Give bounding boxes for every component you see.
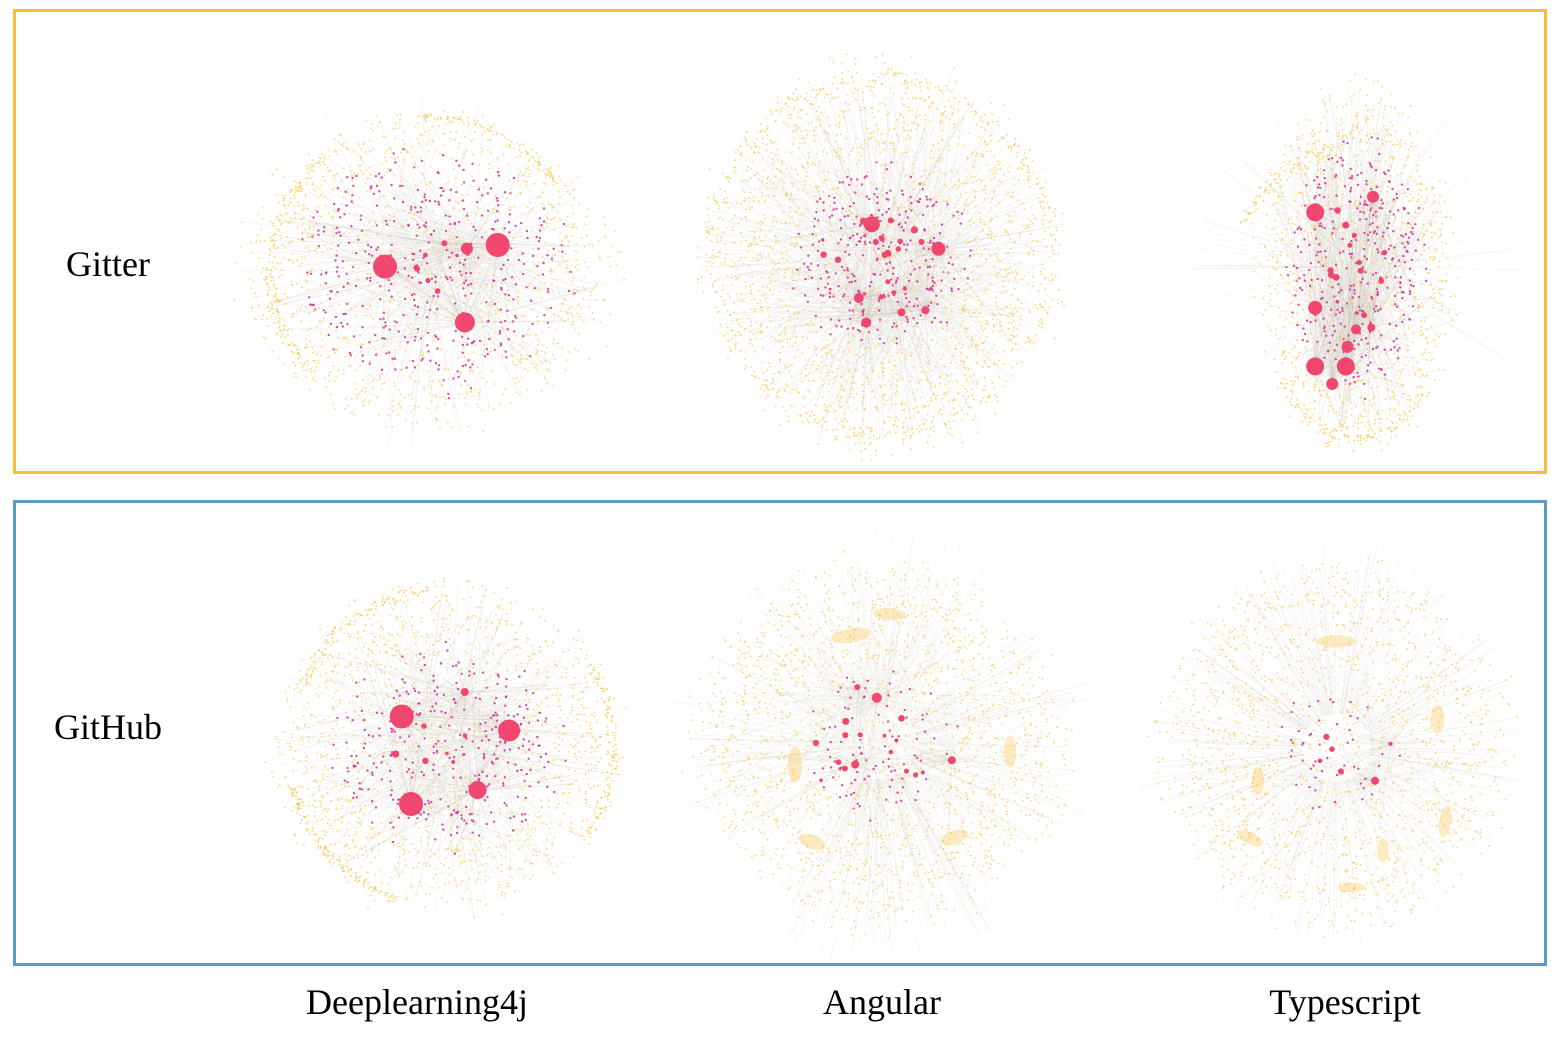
- network-github-deeplearning4j: [264, 577, 629, 923]
- row-label-github: GitHub: [54, 707, 162, 747]
- column-label-typescript: Typescript: [1269, 982, 1421, 1022]
- gitter-panel: Gitter: [13, 9, 1547, 474]
- column-label-deeplearning4j: Deeplearning4j: [306, 982, 528, 1022]
- row-label-gitter: Gitter: [66, 244, 150, 284]
- network-gitter-typescript: [1186, 73, 1526, 453]
- network-gitter-angular: [696, 53, 1066, 461]
- github-panel: GitHub: [13, 500, 1547, 966]
- column-label-angular: Angular: [823, 982, 941, 1022]
- network-github-angular: [666, 528, 1096, 958]
- network-gitter-deeplearning4j: [233, 94, 625, 452]
- network-github-typescript: [1141, 544, 1531, 947]
